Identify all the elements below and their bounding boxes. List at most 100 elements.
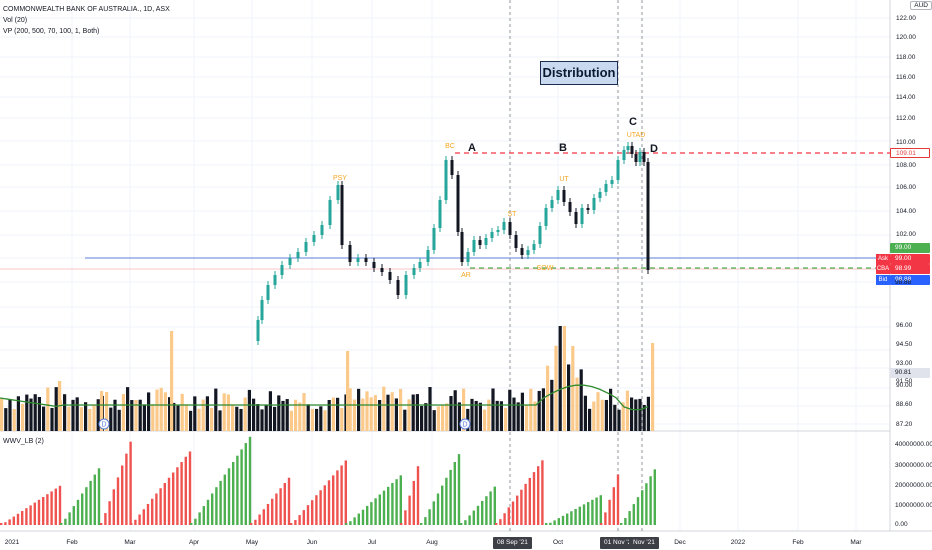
volume-indicator-label[interactable]: Vol (20) [3,17,28,24]
time-axis-label: Dec [674,539,686,546]
volume-bar [319,406,323,431]
price-axis-label: 102.00 [896,231,916,238]
distribution-annotation[interactable]: Distribution [540,61,618,85]
volume-bar [651,343,655,431]
volume-bar [441,405,445,431]
price-tag: 98.99 CBA [876,264,930,274]
wwv-bar [104,513,107,525]
wwv-bar [628,511,631,525]
wwv-bar [64,518,67,525]
volume-bar [613,404,617,431]
wwv-bar [58,485,62,525]
wwv-bar [0,523,3,525]
wwv-bar [279,488,282,525]
wyckoff-label-d: D [650,143,658,155]
wwv-bar [232,462,235,525]
wwv-bar [436,493,440,525]
price-axis-label: 106.00 [896,184,916,191]
wwv-bar [645,483,648,525]
wwv-bar [227,468,231,525]
volume-bar [546,365,550,431]
price-tag: 98.88 [895,279,912,286]
volume-bar [46,387,50,431]
wwv-bar [250,523,253,525]
wyckoff-label-a: A [468,142,476,154]
currency-badge[interactable]: AUD [910,1,932,10]
wwv-bar [428,509,431,525]
volume-bar [189,410,193,431]
symbol-title[interactable]: COMMONWEALTH BANK OF AUSTRALIA., 1D, ASX [3,6,170,13]
volume-bar [142,404,146,431]
axes: 122.00 120.00 118.00 116.00 114.00 112.00 110.… [5,15,932,546]
wwv-bar [511,501,515,525]
volume-bar [567,364,571,431]
wwv-bar [184,456,187,525]
dividend-icon [98,418,110,430]
volume-bar [508,389,512,431]
wwv-bar [336,470,339,525]
wwv-bar [374,498,377,525]
volume-bar [273,406,277,431]
wwv-bar [125,453,128,525]
wwv-bar [353,517,356,525]
price-tag: 99.00 [890,243,930,253]
wwv-bar [240,449,243,525]
volume-bar [617,409,621,431]
wwv-bar [449,469,452,525]
candle-body [296,252,300,258]
wwv-bar [254,519,257,525]
volume-bar [79,407,83,431]
wwv-bar [404,510,407,525]
volume-bar [550,379,554,431]
wwv-bar [85,487,88,525]
volume-bar [163,392,167,431]
wwv-bar [445,477,448,525]
volume-bar [588,408,592,431]
candle-body [472,240,476,252]
volume-bar [432,410,436,431]
wwv-bar [60,523,63,525]
wwv-pane-title[interactable]: WWV_LB (2) [3,438,44,445]
volume-bar [117,409,121,431]
wwv-bar [416,466,420,525]
candle-body [508,222,512,235]
time-axis-label: May [246,539,259,546]
wwv-bar [121,465,124,525]
wwv-bar [167,477,171,525]
volume-bar [4,408,8,431]
price-axis-label: 104.00 [896,208,916,215]
volume-bar [147,392,151,431]
wwv-bar [553,520,556,525]
volume-bar [525,405,529,431]
candlestick-series [256,142,650,345]
wwv-bar [499,519,502,525]
candle-body [320,225,324,235]
wwv-bar [566,513,569,525]
wwv-bar [472,510,475,525]
wwv-bar [612,487,615,525]
volume-bar [75,397,79,431]
wwv-bar [332,475,335,525]
wwv-bar [258,514,261,525]
wwv-bar [46,494,49,525]
volume-bar [268,391,272,431]
wwv-bar [21,511,24,525]
volume-bar [621,402,625,431]
vertical-dashed-lines [509,0,643,531]
volume-profile-indicator-label[interactable]: VP (200, 500, 70, 100, 1, Both) [3,28,100,35]
volume-bar [512,397,516,431]
volume-bar [201,399,205,431]
wwv-bar [545,523,548,525]
wyckoff-label-ut: UT [559,176,569,183]
volume-bar [495,400,499,431]
candle-body [562,190,566,202]
volume-bar [424,403,428,431]
wyckoff-label-st: ST [508,211,518,218]
candle-body [412,268,416,275]
candle-body [526,250,530,255]
wwv-bar [495,523,498,525]
time-axis-label: 2021 [5,539,20,546]
